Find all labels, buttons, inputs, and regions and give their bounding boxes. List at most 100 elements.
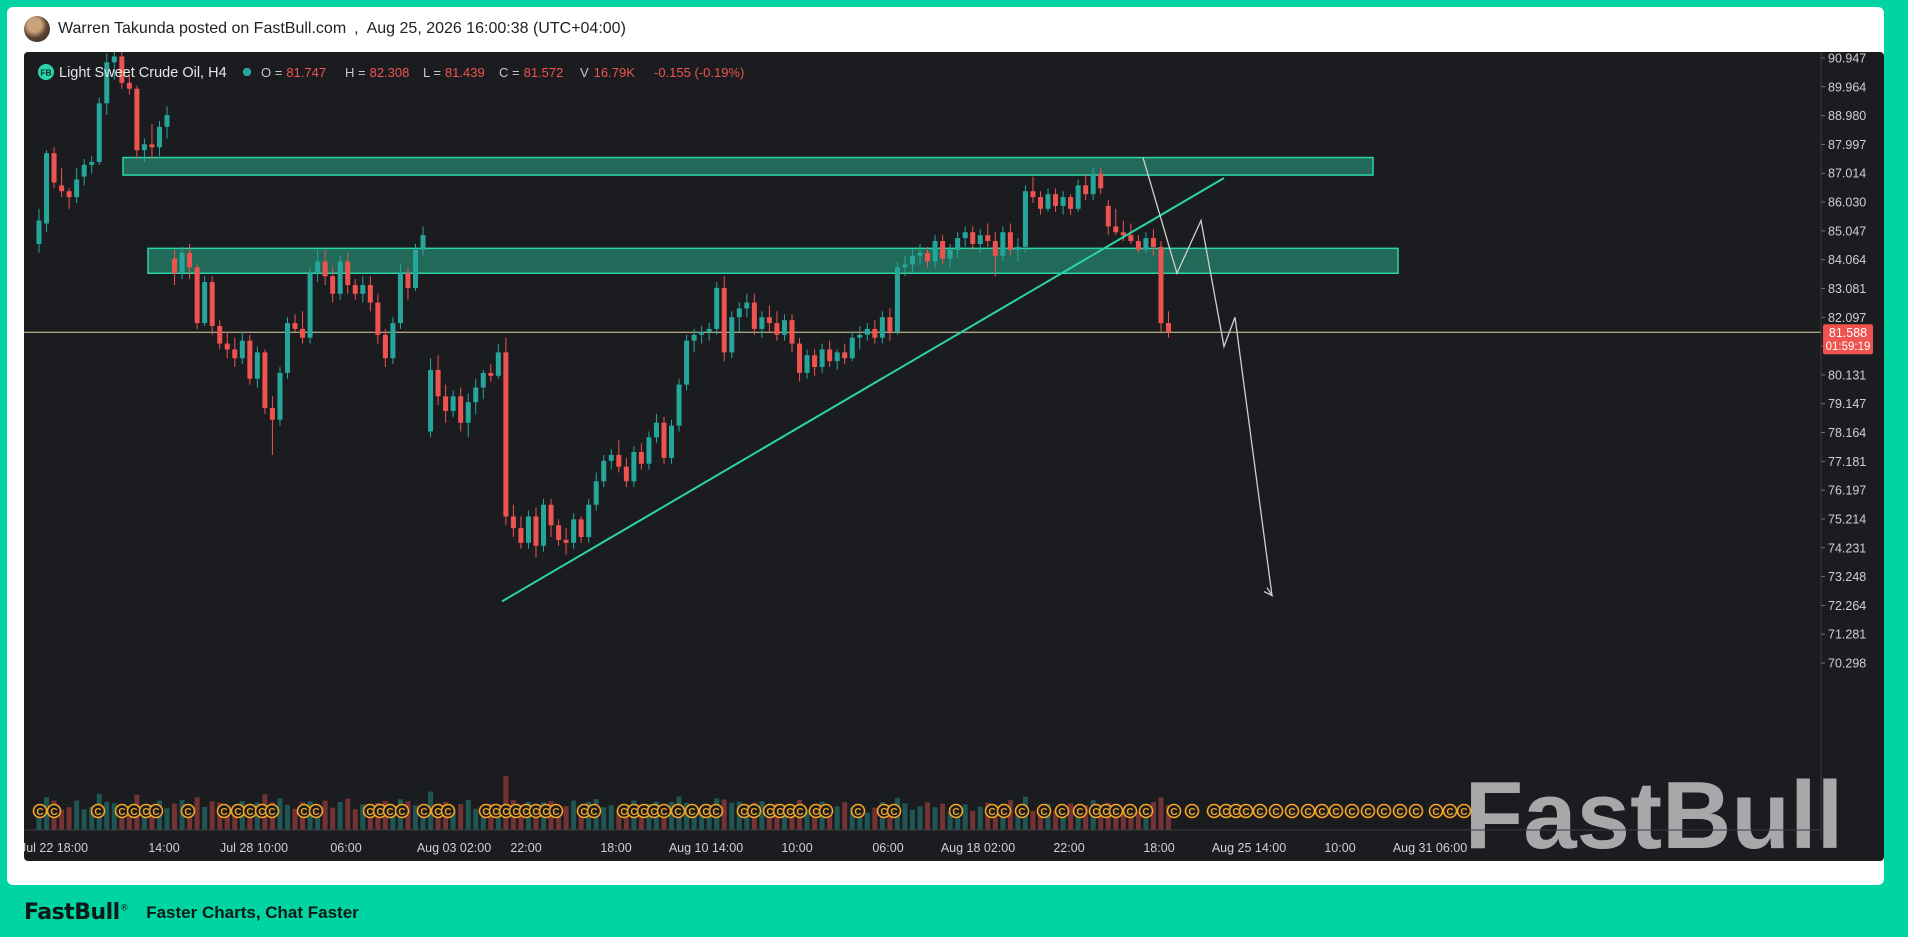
volume-bar <box>623 806 629 830</box>
calendar-event-glyph: C <box>1040 807 1047 818</box>
candle-body <box>1113 226 1119 233</box>
v-label: V <box>580 65 589 80</box>
calendar-event-icon <box>1072 803 1088 819</box>
calendar-event-glyph: C <box>630 807 637 818</box>
candle-body <box>819 349 825 368</box>
instrument-name[interactable]: Light Sweet Crude Oil, H4 <box>59 65 227 81</box>
calendar-event-glyph: C <box>94 807 101 818</box>
price-tick-label: 83.081 <box>1828 282 1866 296</box>
volume-bar <box>367 809 373 830</box>
volume-bar <box>194 797 200 830</box>
time-tick-label: 22:00 <box>1053 841 1084 855</box>
calendar-event-icon <box>264 803 280 819</box>
calendar-event-icon <box>792 803 808 819</box>
volume-bar <box>608 805 614 830</box>
candle-body <box>623 466 629 482</box>
calendar-event-icon <box>1408 803 1424 819</box>
calendar-event-icon <box>1376 803 1392 819</box>
candle-body <box>503 352 509 517</box>
price-axis[interactable]: 90.947 89.964 88.980 87.997 87.014 86.030 85.0… <box>1821 52 1866 671</box>
calendar-event-glyph: C <box>1112 807 1119 818</box>
volume-bar <box>864 812 870 830</box>
posted-by[interactable]: Warren Takunda posted on FastBull.com <box>58 20 347 37</box>
price-tick-label: 86.030 <box>1828 196 1866 210</box>
candle-body <box>149 144 155 148</box>
volume-bar <box>638 810 644 830</box>
volume-bar <box>1098 808 1104 830</box>
volume-bar <box>172 803 178 830</box>
calendar-event-glyph: C <box>640 807 647 818</box>
drawings[interactable] <box>501 157 1274 603</box>
candle-body <box>126 82 132 89</box>
price-tick-label: 71.281 <box>1828 628 1866 642</box>
calendar-event-glyph: C <box>1396 807 1403 818</box>
candle-body <box>172 258 178 274</box>
candle-body <box>217 326 223 344</box>
calendar-event-icon <box>90 803 106 819</box>
volume-bar <box>804 809 810 830</box>
candle-body <box>164 115 170 127</box>
calendar-event-glyph: C <box>152 807 159 818</box>
calendar-event-glyph: C <box>1018 807 1025 818</box>
calendar-event-icon <box>148 803 164 819</box>
calendar-event-icon <box>1036 803 1052 819</box>
candle-body <box>917 252 923 256</box>
candle-body <box>1098 173 1104 189</box>
ascending-trendline[interactable] <box>501 177 1225 603</box>
calendar-event-glyph: C <box>1460 807 1467 818</box>
price-tick-label: 82.097 <box>1828 311 1866 325</box>
volume-bar <box>518 807 524 830</box>
candle-body <box>857 334 863 338</box>
calendar-event-glyph: C <box>376 807 383 818</box>
calendar-event-icon <box>1314 803 1330 819</box>
avatar[interactable] <box>24 16 50 42</box>
time-tick-label: 06:00 <box>330 841 361 855</box>
calendar-event-icon <box>670 803 686 819</box>
candle-body <box>932 241 938 262</box>
price-tick-label: 90.947 <box>1828 52 1866 66</box>
upper-resistance-zone[interactable] <box>122 156 1374 176</box>
calendar-event-icon <box>1392 803 1408 819</box>
candle-body <box>646 437 652 464</box>
price-tick-label: 73.248 <box>1828 570 1866 584</box>
calendar-event-icon <box>1344 803 1360 819</box>
calendar-event-glyph: C <box>234 807 241 818</box>
calendar-event-glyph: C <box>542 807 549 818</box>
volume-bar <box>322 800 328 830</box>
price-tick-label: 70.298 <box>1828 657 1866 671</box>
post-timestamp: Aug 25, 2026 16:00:38 (UTC+04:00) <box>366 20 626 37</box>
volume-bar <box>766 808 772 830</box>
calendar-event-glyph: C <box>650 807 657 818</box>
lower-resistance-zone[interactable] <box>147 247 1399 275</box>
candle-body <box>1128 235 1134 242</box>
time-tick-label: Aug 10 14:00 <box>669 841 743 855</box>
calendar-event-icon <box>1428 803 1444 819</box>
resistance-zones[interactable] <box>122 156 1399 275</box>
calendar-event-glyph: C <box>952 807 959 818</box>
volume-bar <box>345 798 351 830</box>
time-axis[interactable]: Jul 22 18:00 14:00 Jul 28 10:00 06:00 Aug 03… <box>24 841 1467 855</box>
calendar-event-icon <box>394 803 410 819</box>
candle-body <box>714 287 720 329</box>
calendar-event-glyph: C <box>1000 807 1007 818</box>
calendar-event-icon <box>1252 803 1268 819</box>
volume-bar <box>729 802 735 830</box>
candle-body <box>842 352 848 359</box>
footer-logo[interactable]: FastBull® <box>24 900 129 925</box>
calendar-event-glyph: C <box>1348 807 1355 818</box>
volume-bar <box>284 804 290 830</box>
candle-body <box>443 396 449 411</box>
footer: FastBull® Faster Charts, Chat Faster <box>24 900 359 925</box>
candle-body <box>360 284 366 294</box>
candle-body <box>608 454 614 461</box>
candle-body <box>488 372 494 376</box>
volume-bar <box>902 803 908 830</box>
volume-bar <box>563 806 569 830</box>
projected-path[interactable] <box>1142 157 1273 596</box>
volume-bar <box>149 804 155 830</box>
volume-bar <box>699 812 705 830</box>
calendar-event-glyph: C <box>1142 807 1149 818</box>
candle-body <box>307 273 313 338</box>
